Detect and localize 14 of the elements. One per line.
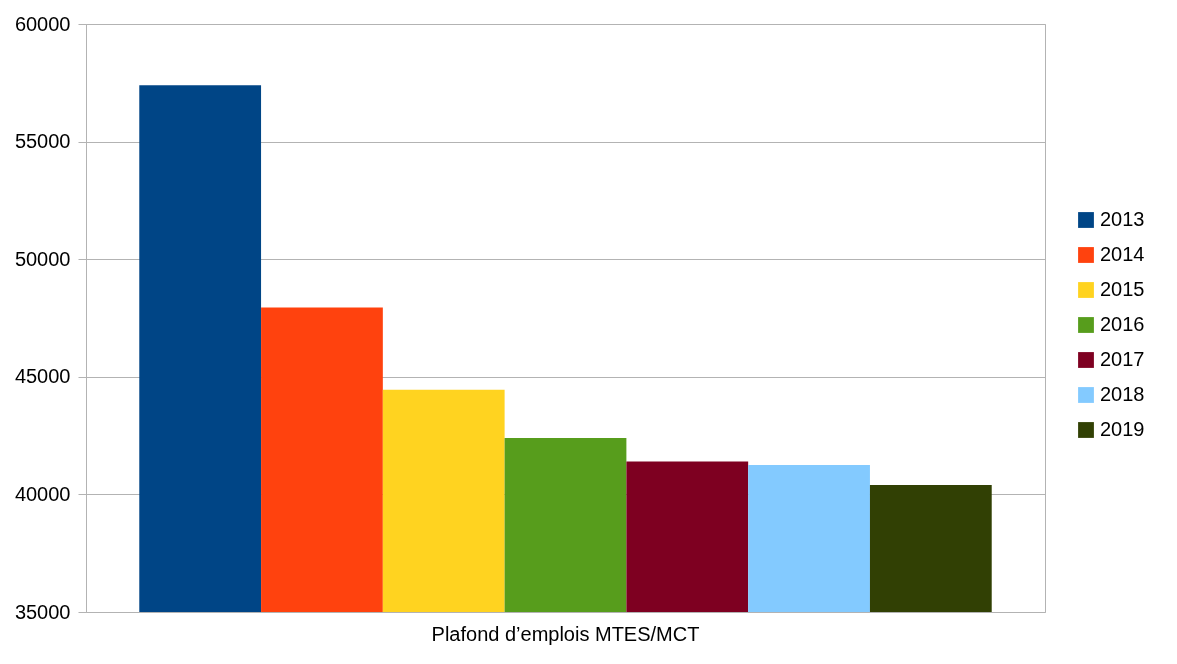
x-tick-label: Plafond d’emplois MTES/MCT [431,622,700,645]
y-tick-label: 40000 [14,482,71,505]
y-tick-label: 60000 [14,12,71,35]
legend-label: 2013 [1100,208,1145,230]
y-tick-label: 45000 [14,365,71,388]
legend-label: 2018 [1100,383,1145,405]
y-tick-label: 50000 [14,247,71,270]
legend-label: 2014 [1100,243,1145,265]
legend-label: 2016 [1100,313,1145,335]
legend-label: 2017 [1100,348,1145,370]
legend-label: 2019 [1100,418,1145,440]
y-tick-label: 55000 [14,130,71,153]
legend-label: 2015 [1100,278,1145,300]
y-tick-label: 35000 [14,600,71,623]
